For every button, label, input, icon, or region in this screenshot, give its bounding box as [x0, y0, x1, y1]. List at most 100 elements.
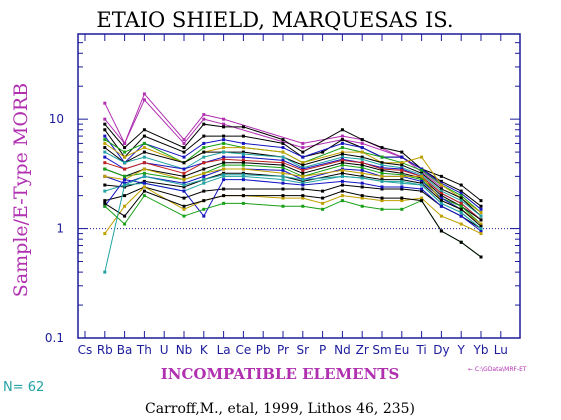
data-point — [222, 174, 226, 178]
data-point — [142, 150, 146, 154]
data-point — [103, 122, 107, 126]
data-point — [340, 146, 344, 150]
data-point — [281, 181, 285, 185]
data-point — [142, 189, 146, 193]
data-point — [142, 194, 146, 198]
data-point — [281, 150, 285, 154]
data-point — [222, 161, 226, 165]
data-point — [123, 141, 127, 145]
data-point — [222, 138, 226, 142]
data-point — [202, 150, 206, 154]
y-tick-labels: 10 1 0.1 — [45, 112, 64, 345]
data-point — [301, 178, 305, 182]
data-point — [222, 171, 226, 175]
data-point — [340, 155, 344, 159]
x-tick-label: Dy — [433, 343, 449, 357]
data-point — [459, 214, 463, 218]
data-point — [241, 201, 245, 205]
data-point — [281, 178, 285, 182]
data-point — [103, 189, 107, 193]
data-point — [241, 178, 245, 182]
data-point — [202, 113, 206, 117]
data-point — [439, 189, 443, 193]
data-point — [123, 161, 127, 165]
data-point — [340, 199, 344, 203]
data-point — [281, 171, 285, 175]
data-point — [241, 173, 245, 177]
data-point — [459, 207, 463, 211]
data-point — [281, 166, 285, 170]
x-tick-label: Ba — [117, 343, 133, 357]
data-point — [459, 240, 463, 244]
data-point — [340, 152, 344, 156]
data-point — [400, 179, 404, 183]
data-point — [340, 179, 344, 183]
data-point — [459, 189, 463, 193]
data-point — [439, 214, 443, 218]
x-tick-label: Pr — [277, 343, 289, 357]
data-point — [182, 207, 186, 211]
data-point — [202, 199, 206, 203]
data-point — [459, 211, 463, 215]
data-point — [182, 150, 186, 154]
x-tick-label: Sr — [297, 343, 310, 357]
x-axis-label: INCOMPATIBLE ELEMENTS — [161, 365, 400, 383]
data-point — [103, 270, 107, 274]
data-point — [439, 199, 443, 203]
data-point — [360, 146, 364, 150]
data-point — [400, 171, 404, 175]
data-point — [360, 204, 364, 208]
data-point — [222, 201, 226, 205]
data-point — [241, 150, 245, 154]
data-point — [380, 163, 384, 167]
data-point — [241, 141, 245, 145]
data-point — [222, 194, 226, 198]
x-tick-label: U — [160, 343, 169, 357]
data-point — [241, 161, 245, 165]
data-point — [380, 207, 384, 211]
plot-border — [77, 33, 521, 339]
data-point — [281, 146, 285, 150]
data-point — [340, 163, 344, 167]
data-point — [301, 204, 305, 208]
data-point — [380, 161, 384, 165]
plot-frame — [77, 33, 521, 339]
data-point — [142, 134, 146, 138]
data-point — [439, 229, 443, 233]
data-point — [281, 155, 285, 159]
data-point — [281, 194, 285, 198]
data-point — [103, 141, 107, 145]
data-point — [420, 179, 424, 183]
data-point — [182, 146, 186, 150]
data-point — [479, 211, 483, 215]
data-point — [301, 155, 305, 159]
data-point — [360, 138, 364, 142]
data-point — [301, 168, 305, 172]
data-point — [400, 185, 404, 189]
x-tick-label: Yb — [473, 343, 489, 357]
data-point — [380, 168, 384, 172]
data-point — [340, 171, 344, 175]
data-point — [360, 166, 364, 170]
data-point — [222, 141, 226, 145]
data-point — [142, 161, 146, 165]
data-point — [103, 155, 107, 159]
data-point — [142, 167, 146, 171]
data-point — [103, 232, 107, 236]
data-point — [222, 187, 226, 191]
data-point — [340, 134, 344, 138]
y-axis-label: Sample/E-Type MORB — [10, 83, 32, 297]
data-point — [123, 178, 127, 182]
x-tick-label: Ce — [236, 343, 252, 357]
chart-title: ETAIO SHIELD, MARQUESAS IS. — [96, 8, 453, 32]
data-point — [182, 178, 186, 182]
data-point — [360, 168, 364, 172]
data-point — [340, 168, 344, 172]
data-point — [301, 171, 305, 175]
data-point — [182, 214, 186, 218]
data-point — [459, 191, 463, 195]
data-point — [459, 183, 463, 187]
data-point — [142, 146, 146, 150]
data-point — [222, 146, 226, 150]
data-point — [400, 181, 404, 185]
